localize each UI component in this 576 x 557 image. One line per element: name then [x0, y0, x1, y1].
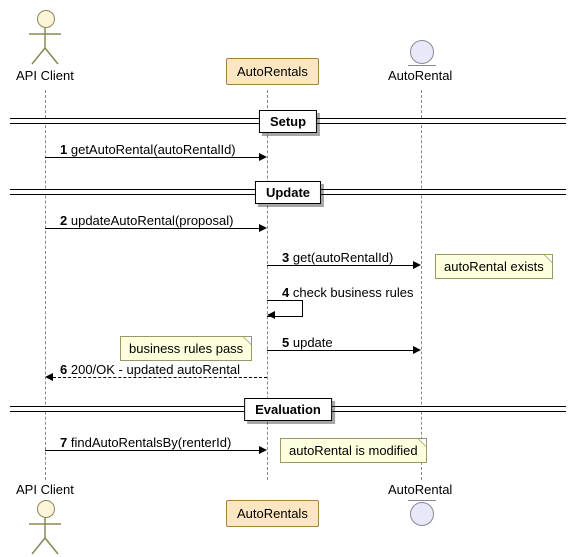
msg-6-text: 6 200/OK - updated autoRental [60, 362, 240, 377]
entity-icon [410, 502, 434, 526]
lifeline-rental [421, 90, 422, 480]
note-modified: autoRental is modified [280, 438, 427, 463]
arrow-line [45, 450, 259, 451]
msg-7-text: 7 findAutoRentalsBy(renterId) [60, 435, 231, 450]
actor-body-icon [27, 26, 63, 66]
arrow-line [45, 228, 259, 229]
divider-update: Update [255, 181, 321, 204]
arrow-head-icon [413, 346, 421, 354]
arrow-line [45, 157, 259, 158]
lifeline-rentals [267, 90, 268, 480]
arrow-head-icon [267, 311, 275, 319]
entity-underline-icon [408, 500, 436, 501]
actor-body-icon [27, 516, 63, 556]
arrow-line [53, 377, 267, 378]
note-exists: autoRental exists [435, 254, 553, 279]
arrow-head-icon [259, 224, 267, 232]
participant-rentals-top: AutoRentals [226, 58, 319, 85]
arrow-head-icon [45, 373, 53, 381]
divider-evaluation: Evaluation [244, 398, 332, 421]
participant-rentals-bottom: AutoRentals [226, 500, 319, 527]
actor-client-label-top: API Client [16, 68, 74, 83]
entity-rental-label-bottom: AutoRental [388, 482, 452, 497]
lifeline-client [45, 90, 46, 480]
entity-icon [410, 40, 434, 64]
entity-underline-icon [408, 65, 436, 66]
note-rules-pass: business rules pass [120, 336, 252, 361]
arrow-head-icon [259, 446, 267, 454]
divider-setup: Setup [259, 110, 317, 133]
msg-4-text: 4 check business rules [282, 285, 414, 300]
arrow-line [267, 350, 413, 351]
sequence-diagram: API Client AutoRentals AutoRental Setup … [10, 10, 566, 547]
arrow-line [267, 265, 413, 266]
msg-3-text: 3 get(autoRentalId) [282, 250, 393, 265]
arrow-head-icon [259, 153, 267, 161]
msg-1-text: 1 getAutoRental(autoRentalId) [60, 142, 236, 157]
msg-5-text: 5 update [282, 335, 333, 350]
actor-client-label-bottom: API Client [16, 482, 74, 497]
entity-rental-label-top: AutoRental [388, 68, 452, 83]
msg-2-text: 2 updateAutoRental(proposal) [60, 213, 233, 228]
arrow-head-icon [413, 261, 421, 269]
